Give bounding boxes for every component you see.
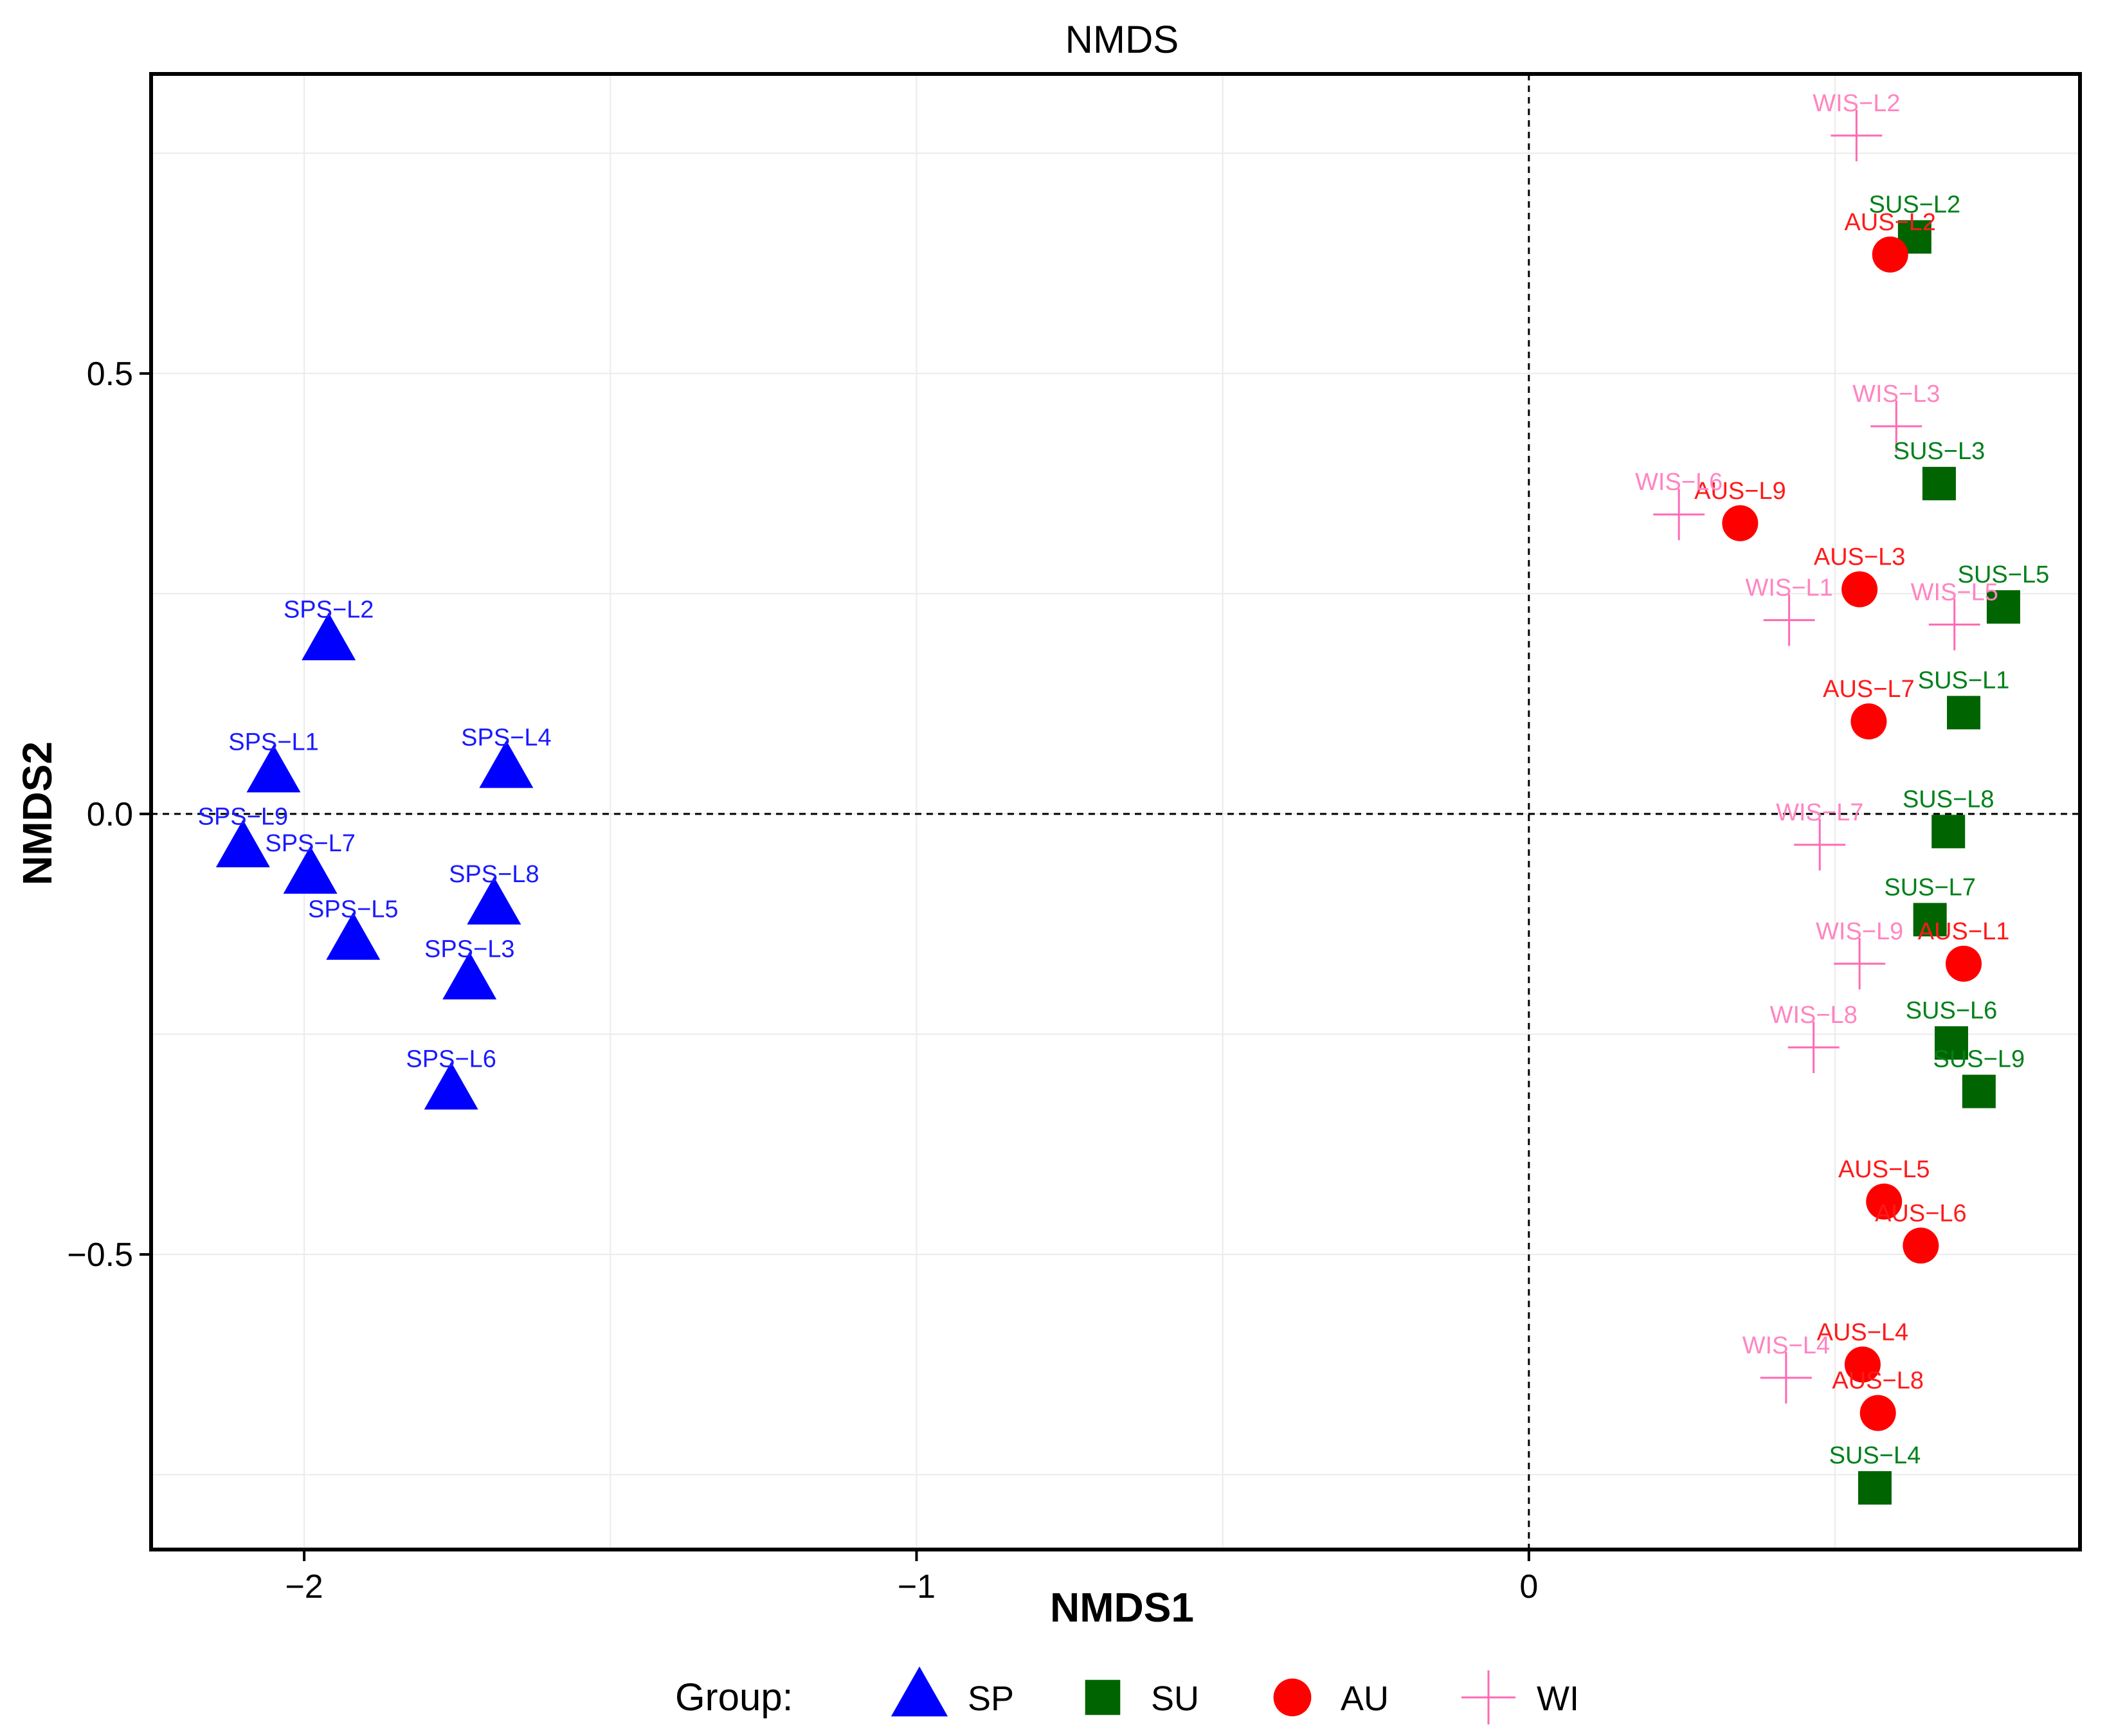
point-su xyxy=(1947,696,1981,730)
point-su xyxy=(1931,815,1966,849)
point-label: SPS−L2 xyxy=(284,597,374,624)
point-wi xyxy=(1831,109,1883,161)
point-su xyxy=(1935,1026,1968,1060)
point-label: WIS−L9 xyxy=(1816,918,1903,945)
point-label: WIS−L4 xyxy=(1742,1332,1830,1359)
point-au xyxy=(1866,1183,1903,1220)
point-label: SPS−L4 xyxy=(461,724,552,751)
reference-lines xyxy=(151,74,2080,1550)
point-label: AUS−L9 xyxy=(1694,478,1786,505)
plot-frame xyxy=(149,72,2082,1551)
axes: −2 −1 0 −0.5 0.0 0.5 xyxy=(67,356,1538,1605)
point-au xyxy=(1903,1227,1939,1264)
point-wi xyxy=(1760,1352,1812,1404)
point-su xyxy=(1913,903,1947,937)
point-sp xyxy=(283,845,338,894)
y-tick-label: 0.0 xyxy=(87,796,133,833)
point-label: SUS−L3 xyxy=(1894,438,1985,465)
point-label: SPS−L7 xyxy=(265,830,356,857)
x-tick-label: 0 xyxy=(1519,1568,1538,1605)
x-axis-title: NMDS1 xyxy=(1050,1584,1194,1631)
point-wi xyxy=(1787,1022,1840,1074)
point-au xyxy=(1722,505,1759,541)
legend-key-sp xyxy=(891,1666,948,1717)
point-sp xyxy=(424,1062,478,1110)
point-label: SUS−L9 xyxy=(1933,1046,2025,1073)
point-label: SPS−L8 xyxy=(449,861,539,888)
point-labels: SPS−L1 SPS−L2 SPS−L3 SPS−L4 SPS−L5 SPS−L6 SPS−… xyxy=(198,90,2050,1469)
x-tick-label: −2 xyxy=(285,1568,323,1605)
y-tick-label: −0.5 xyxy=(67,1236,133,1274)
point-label: AUS−L8 xyxy=(1832,1368,1924,1395)
point-wi xyxy=(1763,594,1815,646)
point-sp xyxy=(246,745,301,793)
point-sp xyxy=(479,740,534,788)
point-sp xyxy=(326,912,381,960)
point-wi xyxy=(1834,937,1886,990)
point-label: WIS−L1 xyxy=(1746,574,1833,601)
legend-label-su: SU xyxy=(1151,1679,1199,1718)
point-wi xyxy=(1928,599,1980,651)
y-tick-label: 0.5 xyxy=(87,356,133,393)
point-label: AUS−L3 xyxy=(1814,544,1906,571)
legend-key-su xyxy=(1085,1679,1121,1715)
point-label: SUS−L7 xyxy=(1884,874,1976,901)
point-label: WIS−L7 xyxy=(1776,799,1863,826)
legend-label-sp: SP xyxy=(968,1679,1014,1718)
point-su xyxy=(1962,1074,1996,1108)
y-axis-title: NMDS2 xyxy=(14,741,60,885)
point-wi xyxy=(1653,489,1705,541)
x-tick-label: −1 xyxy=(898,1568,936,1605)
point-su xyxy=(1922,467,1956,501)
point-au xyxy=(1841,571,1878,608)
point-sp xyxy=(467,876,521,925)
legend-key-au xyxy=(1273,1678,1312,1717)
point-label: SUS−L2 xyxy=(1869,191,1961,218)
point-label: SUS−L8 xyxy=(1903,786,1994,813)
point-au xyxy=(1872,236,1908,273)
point-label: SPS−L3 xyxy=(424,936,515,963)
point-wi xyxy=(1870,401,1922,453)
point-label: AUS−L1 xyxy=(1918,918,2010,945)
point-label: SPS−L9 xyxy=(198,804,289,831)
point-au xyxy=(1946,945,1982,982)
point-label: SPS−L1 xyxy=(228,728,319,755)
point-label: AUS−L7 xyxy=(1823,676,1915,703)
point-label: SUS−L4 xyxy=(1829,1442,1921,1469)
legend: Group: SP SU AU WI xyxy=(675,1666,1579,1724)
legend-key-wi xyxy=(1461,1670,1515,1724)
point-label: SUS−L1 xyxy=(1918,667,2010,694)
point-su xyxy=(1858,1471,1892,1505)
point-au xyxy=(1859,1395,1896,1431)
point-label: SUS−L5 xyxy=(1958,561,2050,588)
point-sp xyxy=(302,612,356,660)
legend-label-wi: WI xyxy=(1537,1679,1579,1718)
point-label: WIS−L2 xyxy=(1813,90,1900,117)
point-label: WIS−L5 xyxy=(1911,579,1998,606)
data-points xyxy=(215,109,2020,1505)
point-label: WIS−L6 xyxy=(1635,469,1723,496)
point-sp xyxy=(442,952,497,1000)
legend-title: Group: xyxy=(675,1676,793,1719)
chart-title: NMDS xyxy=(1065,18,1179,61)
point-label: AUS−L6 xyxy=(1875,1200,1967,1227)
point-label: SPS−L6 xyxy=(406,1046,496,1073)
point-label: AUS−L4 xyxy=(1817,1319,1909,1346)
point-label: SPS−L5 xyxy=(308,896,399,923)
point-label: AUS−L2 xyxy=(1844,209,1936,236)
point-sp xyxy=(215,819,270,867)
point-label: SUS−L6 xyxy=(1906,997,1998,1024)
point-label: WIS−L3 xyxy=(1852,381,1940,408)
point-label: AUS−L5 xyxy=(1838,1156,1930,1183)
point-au xyxy=(1844,1346,1881,1383)
point-au xyxy=(1850,703,1887,740)
legend-label-au: AU xyxy=(1341,1679,1389,1718)
point-su xyxy=(1986,590,2020,624)
point-wi xyxy=(1794,818,1846,871)
point-label: WIS−L8 xyxy=(1770,1002,1858,1029)
